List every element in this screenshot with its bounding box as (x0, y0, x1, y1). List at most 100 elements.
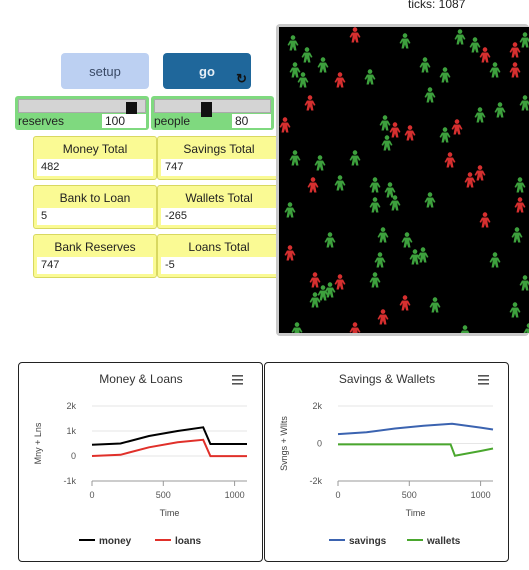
monitor-value: 747 (37, 257, 153, 274)
person-agent-red-icon (479, 212, 491, 228)
person-agent-icon (377, 227, 389, 243)
monitor-title: Loans Total (188, 240, 250, 254)
person-agent-red-icon (389, 122, 401, 138)
person-agent-icon (511, 227, 523, 243)
monitor-value: -5 (161, 257, 277, 274)
monitor-title: Bank to Loan (59, 191, 131, 205)
person-agent-red-icon (334, 274, 346, 290)
people-slider[interactable]: people 80 (151, 96, 274, 130)
plot-title: Money & Loans (99, 372, 182, 386)
plot-title: Savings & Wallets (339, 372, 435, 386)
y-axis-label: Mny + Lns (33, 422, 43, 464)
x-axis-label: Time (406, 508, 426, 518)
monitor-loans-total: Loans Total -5 (157, 234, 281, 278)
person-agent-red-icon (464, 172, 476, 188)
person-agent-red-icon (284, 245, 296, 261)
person-agent-icon (494, 102, 506, 118)
y-axis-label: Svngs + Wllts (279, 416, 289, 471)
legend-label-wallets: wallets (426, 536, 461, 547)
person-agent-icon (514, 177, 526, 193)
world-canvas[interactable] (279, 27, 529, 333)
series-line-loans (91, 438, 247, 458)
person-agent-icon (429, 297, 441, 313)
person-agent-icon (519, 95, 529, 111)
setup-button[interactable]: setup (61, 53, 149, 89)
forever-icon: ↻ (236, 71, 247, 86)
person-agent-icon (469, 37, 481, 53)
person-agent-red-icon (304, 95, 316, 111)
person-agent-icon (284, 202, 296, 218)
reserves-slider[interactable]: reserves 100 (15, 96, 149, 130)
world-view[interactable] (276, 24, 529, 336)
chart-menu-icon (232, 375, 243, 385)
plot-savings-wallets: Savings & Wallets 2k 0 -2k 0 500 1000 Time Svngs… (264, 362, 509, 562)
ticks-counter: ticks: 1087 (408, 0, 466, 11)
monitor-title: Wallets Total (185, 191, 253, 205)
person-agent-red-icon (444, 152, 456, 168)
person-agent-icon (519, 275, 529, 291)
person-agent-red-icon (514, 197, 526, 213)
monitor-value: 747 (161, 159, 277, 176)
person-agent-red-icon (451, 119, 463, 135)
slider-thumb[interactable] (126, 102, 137, 117)
series-line-wallets (338, 443, 494, 457)
person-agent-icon (309, 292, 321, 308)
monitor-title: Money Total (62, 142, 128, 156)
slider-track[interactable] (154, 99, 271, 117)
person-agent-icon (474, 107, 486, 123)
person-agent-icon (523, 323, 529, 333)
monitor-money-total: Money Total 482 (33, 136, 157, 180)
person-agent-icon (317, 57, 329, 73)
person-agent-icon (369, 197, 381, 213)
monitor-value: 482 (37, 159, 153, 176)
x-tick-label: 1000 (471, 490, 491, 500)
chart-menu-icon (478, 375, 489, 385)
monitor-title: Bank Reserves (54, 240, 136, 254)
monitor-value: 5 (37, 208, 153, 225)
person-agent-red-icon (279, 117, 291, 133)
x-tick-label: 0 (89, 490, 94, 500)
slider-thumb[interactable] (201, 102, 212, 117)
person-agent-icon (460, 325, 470, 333)
person-agent-icon (289, 62, 301, 78)
person-agent-icon (489, 62, 501, 78)
person-agent-icon (399, 33, 411, 49)
person-agent-icon (364, 69, 376, 85)
person-agent-red-icon (307, 177, 319, 193)
y-tick-label: 1k (66, 426, 76, 436)
person-agent-icon (379, 115, 391, 131)
person-agent-icon (369, 272, 381, 288)
monitor-savings-total: Savings Total 747 (157, 136, 281, 180)
slider-label: reserves (18, 114, 65, 128)
y-tick-label: 2k (312, 401, 322, 411)
person-agent-icon (424, 192, 436, 208)
y-tick-label: 2k (66, 401, 76, 411)
person-agent-icon (454, 29, 466, 45)
person-agent-icon (369, 177, 381, 193)
y-tick-label: 0 (317, 439, 322, 449)
person-agent-icon (509, 302, 521, 318)
person-agent-icon (401, 232, 413, 248)
plot-savings-wallets-svg: Savings & Wallets 2k 0 -2k 0 500 1000 Time Svngs… (279, 372, 494, 547)
legend-label-money: money (99, 536, 132, 547)
person-agent-icon (381, 135, 393, 151)
x-tick-label: 500 (402, 490, 417, 500)
person-agent-icon (374, 252, 386, 268)
monitor-value: -265 (161, 208, 277, 225)
go-button[interactable]: go ↻ (163, 53, 251, 89)
go-label: go (199, 63, 215, 79)
person-agent-icon (291, 322, 303, 333)
x-tick-label: 0 (335, 490, 340, 500)
slider-value: 100 (102, 114, 146, 128)
legend-label-savings: savings (349, 536, 387, 547)
person-agent-icon (317, 285, 329, 301)
slider-track[interactable] (18, 99, 146, 117)
person-agent-icon (419, 57, 431, 73)
person-agent-red-icon (349, 27, 361, 43)
person-agent-red-icon (377, 309, 389, 325)
person-agent-icon (297, 72, 309, 88)
person-agent-icon (324, 232, 336, 248)
legend-label-loans: loans (175, 536, 202, 547)
monitor-wallets-total: Wallets Total -265 (157, 185, 281, 229)
person-agent-icon (519, 32, 529, 48)
